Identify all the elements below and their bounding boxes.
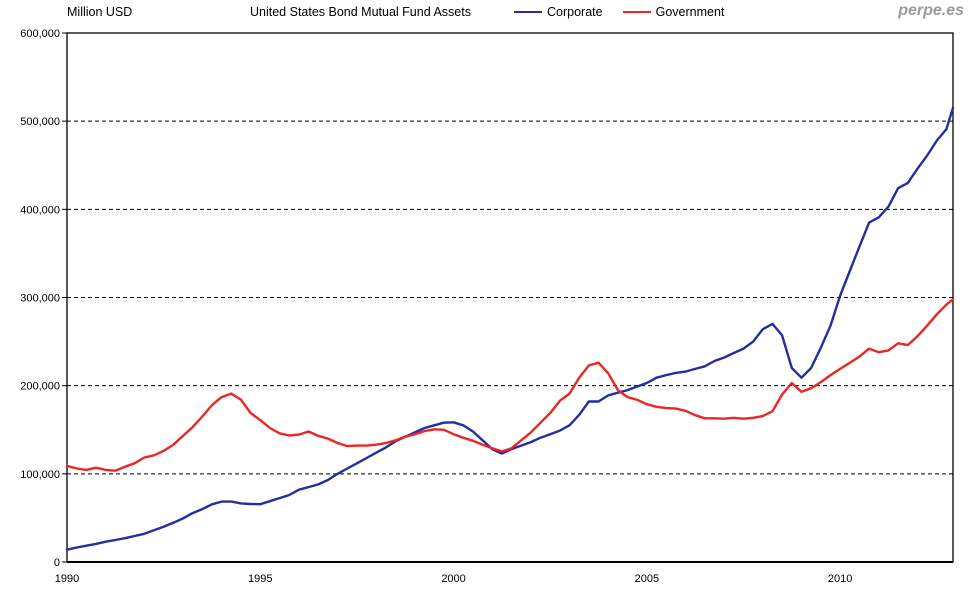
- legend-label-government: Government: [655, 5, 725, 19]
- legend: Corporate Government: [514, 5, 724, 19]
- y-tick-label: 200,000: [20, 381, 60, 393]
- y-tick-label: 600,000: [20, 28, 60, 40]
- y-axis-unit-label: Million USD: [67, 5, 133, 19]
- x-tick-label: 2010: [828, 573, 852, 585]
- corporate-line-swatch: [514, 11, 542, 13]
- x-tick-label: 2005: [635, 573, 659, 585]
- x-tick-label: 1990: [55, 573, 79, 585]
- x-tick-label: 1995: [248, 573, 272, 585]
- x-tick-label: 2000: [441, 573, 465, 585]
- government-line-swatch: [622, 11, 651, 13]
- chart-title: United States Bond Mutual Fund Assets: [250, 5, 471, 19]
- y-tick-label: 400,000: [20, 204, 60, 216]
- y-tick-label: 300,000: [20, 293, 60, 305]
- legend-item-corporate: Corporate: [514, 5, 603, 19]
- legend-label-corporate: Corporate: [547, 5, 603, 19]
- legend-item-government: Government: [622, 5, 725, 19]
- watermark: perpe.es: [898, 2, 964, 19]
- y-tick-label: 0: [54, 557, 60, 569]
- corporate-line: [65, 106, 955, 551]
- y-tick-label: 100,000: [20, 469, 60, 481]
- y-tick-label: 500,000: [20, 116, 60, 128]
- government-line: [65, 298, 955, 472]
